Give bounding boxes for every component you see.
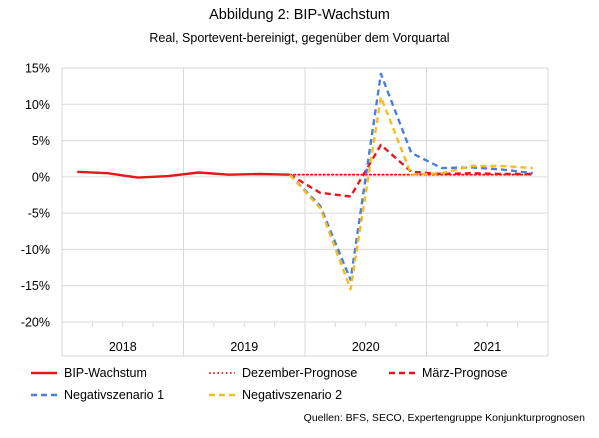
series-line-m-rz-prognose: [289, 143, 533, 198]
series-line-negativszenario-1: [288, 72, 533, 282]
legend-swatch: [209, 393, 235, 397]
y-tick-label: -20%: [21, 316, 50, 330]
legend-label: März-Prognose: [422, 366, 508, 380]
x-tick-label: 2021: [473, 340, 501, 354]
legend-swatch: [209, 372, 235, 374]
y-tick-label: 10%: [25, 98, 50, 112]
legend-label: Negativszenario 2: [242, 388, 343, 402]
legend: BIP-Wachstum Dezember-Prognose März-Progno…: [0, 360, 599, 410]
y-tick-label: -10%: [21, 243, 50, 257]
legend-label: BIP-Wachstum: [64, 366, 147, 380]
y-tick-label: -5%: [28, 207, 50, 221]
y-tick-label: -15%: [21, 279, 50, 293]
x-tick-label: 2020: [352, 340, 380, 354]
grid-layer: [61, 67, 549, 357]
y-tick-label: 0%: [32, 170, 50, 184]
series-layer: [77, 72, 534, 291]
legend-label: Dezember-Prognose: [242, 366, 358, 380]
legend-swatch: [31, 371, 57, 375]
legend-label: Negativszenario 1: [64, 388, 165, 402]
y-tick-label: 5%: [32, 134, 50, 148]
series-line-bip-wachstum: [77, 170, 290, 179]
x-tick-label: 2018: [109, 340, 137, 354]
x-tick-label: 2019: [230, 340, 258, 354]
legend-swatch: [31, 393, 57, 397]
series-line-negativszenario-2: [288, 95, 533, 291]
chart-title: Abbildung 2: BIP-Wachstum: [209, 7, 390, 23]
source-note: Quellen: BFS, SECO, Expertengruppe Konju…: [303, 412, 585, 424]
chart-subtitle: Real, Sportevent-bereinigt, gegenüber de…: [149, 31, 450, 45]
y-tick-label: 15%: [25, 62, 50, 76]
legend-swatch: [389, 371, 415, 375]
line-chart: 15% 10% 5% 0% -5% -10% -15% -20% 2018 2019 2020 202…: [21, 62, 549, 357]
axis-layer: 15% 10% 5% 0% -5% -10% -15% -20% 2018 2019 2020 202…: [21, 62, 501, 355]
